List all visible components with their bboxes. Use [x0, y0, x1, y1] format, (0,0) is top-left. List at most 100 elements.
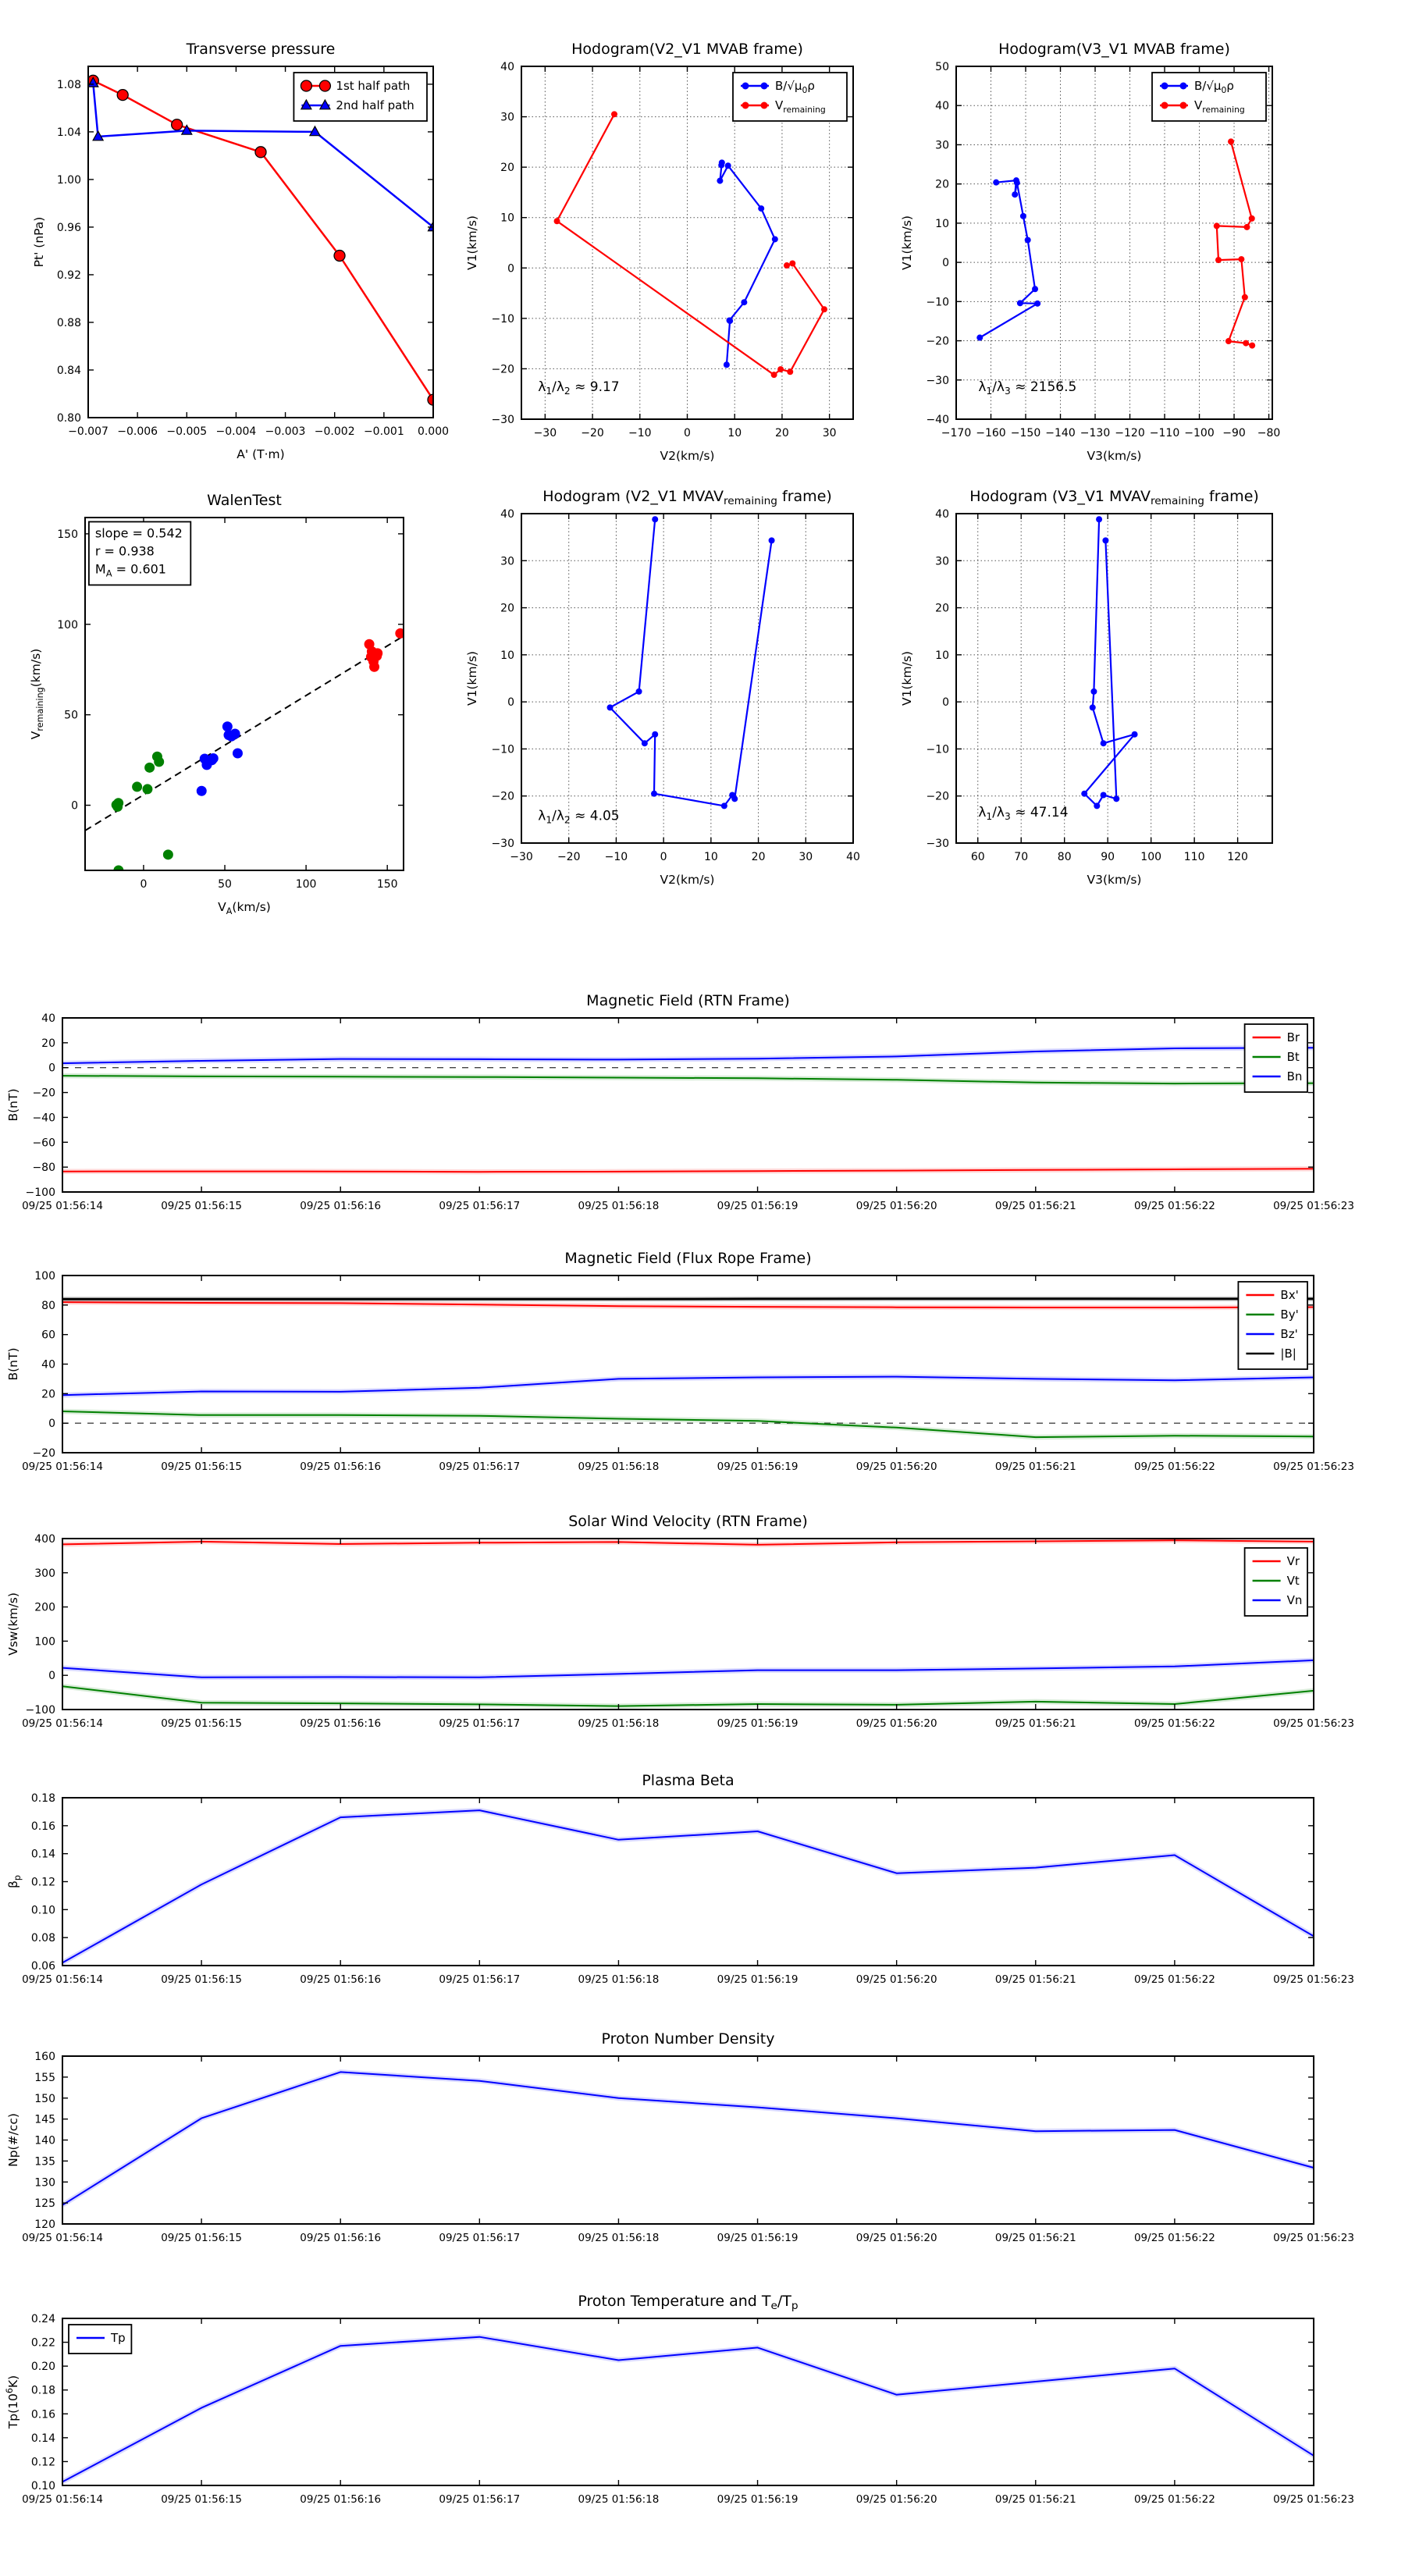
legend-label: 2nd half path: [336, 98, 414, 112]
chart-title: Hodogram(V2_V1 MVAB frame): [571, 41, 803, 58]
series-group: [62, 1296, 1314, 1440]
y-tick-label: 140: [34, 2135, 55, 2147]
x-tick-label: 09/25 01:56:20: [856, 2232, 937, 2244]
y-tick-label: 40: [41, 1012, 55, 1025]
y-axis-label: V1(km/s): [465, 215, 479, 270]
series-group: [62, 2334, 1314, 2485]
series-Bt: [62, 1075, 1314, 1085]
x-tick-label: 09/25 01:56:20: [856, 1717, 937, 1730]
legend-label: Vt: [1287, 1574, 1300, 1588]
x-tick-label: 09/25 01:56:19: [717, 1461, 799, 1473]
y-axis-label: V1(km/s): [900, 651, 914, 706]
x-tick-label: 09/25 01:56:15: [161, 2493, 242, 2506]
y-tick-label: 0.22: [31, 2337, 55, 2350]
y-tick-label: 0.14: [31, 2432, 55, 2445]
legend-label: Bx': [1280, 1288, 1298, 1302]
y-tick-label: −20: [32, 1447, 55, 1460]
x-tick-label: 09/25 01:56:17: [439, 1717, 520, 1730]
y-tick-label: 0.20: [31, 2361, 55, 2373]
x-tick-label: 09/25 01:56:20: [856, 2493, 937, 2506]
y-tick-label: 120: [34, 2218, 55, 2231]
y-tick-label: 155: [34, 2072, 55, 2084]
x-tick-label: −20: [581, 427, 604, 439]
y-tick-label: 60: [41, 1329, 55, 1342]
y-tick-label: 135: [34, 2155, 55, 2168]
y-axis-label: Vsw(km/s): [6, 1592, 20, 1656]
series-|B|: [62, 1297, 1314, 1300]
x-tick-label: 09/25 01:56:21: [995, 2232, 1076, 2244]
plot-magnetic-field-flux-rope: 09/25 01:56:14 09/25 01:56:15 09/25 01:56:…: [6, 1250, 1354, 1473]
series-group: [553, 111, 827, 379]
y-tick-label: 0.80: [57, 412, 81, 425]
y-tick-label: 0.14: [31, 1848, 55, 1861]
y-axis-label: Tp(106K): [5, 2375, 20, 2429]
x-tick-label: 09/25 01:56:15: [161, 1973, 242, 1986]
x-tick-label: 09/25 01:56:19: [717, 2232, 799, 2244]
x-tick-label: −20: [557, 851, 581, 863]
x-tick-label: 09/25 01:56:14: [22, 1461, 103, 1473]
x-axis-label: V3(km/s): [1087, 873, 1142, 887]
y-tick-label: 1.08: [57, 79, 81, 91]
x-tick-label: 09/25 01:56:19: [717, 1717, 799, 1730]
x-tick-label: 09/25 01:56:17: [439, 1461, 520, 1473]
chart-title: Solar Wind Velocity (RTN Frame): [568, 1513, 808, 1530]
y-tick-label: −20: [32, 1087, 55, 1100]
x-tick-label: −0.007: [68, 425, 108, 438]
x-tick-label: 09/25 01:56:14: [22, 1200, 103, 1212]
x-tick-label: −0.002: [315, 425, 355, 438]
x-tick-label: 09/25 01:56:17: [439, 1200, 520, 1212]
x-tick-label: 10: [727, 427, 742, 439]
series-fit line: [84, 636, 403, 831]
series-group: [606, 516, 775, 809]
chart-proton-temperature: 09/25 01:56:14 09/25 01:56:15 09/25 01:56:…: [5, 2293, 1354, 2506]
y-tick-label: 150: [57, 528, 78, 541]
y-tick-label: 30: [935, 139, 949, 151]
x-tick-label: 0: [140, 878, 147, 891]
y-tick-label: 0: [48, 1418, 55, 1430]
y-tick-label: 0: [71, 800, 78, 813]
y-tick-label: 10: [500, 649, 514, 662]
y-axis-label: Np(#/cc): [6, 2113, 20, 2167]
chart-magnetic-field-rtn: 09/25 01:56:14 09/25 01:56:15 09/25 01:56:…: [6, 992, 1354, 1212]
x-tick-label: 30: [799, 851, 813, 863]
series-group: [62, 1044, 1314, 1175]
plot-hodogram-v2v1-mvab: −30 −20 −10 0 10 20 30 −30 −20 −10 0 10 20 30 40 Hodogr…: [465, 41, 854, 463]
x-tick-label: 09/25 01:56:15: [161, 2232, 242, 2244]
y-tick-label: 20: [935, 603, 949, 615]
x-tick-label: −90: [1222, 427, 1246, 439]
x-tick-label: 09/25 01:56:23: [1273, 1200, 1354, 1212]
y-tick-label: 0.12: [31, 2456, 55, 2468]
chart-hodogram-v3v1-mvab: −170 −160 −150 −140 −130 −120 −110 −100 −90 −80 −4…: [900, 41, 1280, 463]
y-tick-label: −30: [926, 375, 949, 387]
annotation: λ1/λ2 ≈ 9.17: [538, 379, 619, 397]
y-tick-label: 100: [34, 1270, 55, 1283]
legend-label: Br: [1287, 1030, 1300, 1044]
y-tick-label: 0: [942, 696, 949, 709]
x-tick-label: −80: [1257, 427, 1281, 439]
series-Vr: [62, 1539, 1314, 1546]
x-axis-label: V2(km/s): [660, 873, 715, 887]
x-tick-label: −160: [976, 427, 1005, 439]
x-tick-label: 09/25 01:56:21: [995, 1461, 1076, 1473]
y-tick-label: 400: [34, 1533, 55, 1546]
legend-label: Vremaining: [775, 98, 826, 115]
x-tick-label: 09/25 01:56:15: [161, 1461, 242, 1473]
x-axis-label: V2(km/s): [660, 449, 715, 463]
plot-plasma-beta: 09/25 01:56:14 09/25 01:56:15 09/25 01:56:…: [6, 1772, 1354, 1986]
series-V remaining: [1215, 141, 1253, 347]
chart-title: Proton Number Density: [602, 2030, 775, 2048]
x-tick-label: 50: [218, 878, 232, 891]
x-tick-label: 40: [846, 851, 860, 863]
y-tick-label: 0.10: [31, 1904, 55, 1916]
x-tick-label: 10: [704, 851, 718, 863]
y-tick-label: 20: [41, 1388, 55, 1400]
plot-magnetic-field-rtn: 09/25 01:56:14 09/25 01:56:15 09/25 01:56:…: [6, 992, 1354, 1212]
series-group: [62, 1538, 1314, 1709]
x-tick-label: 09/25 01:56:21: [995, 2493, 1076, 2506]
y-tick-label: 100: [34, 1635, 55, 1648]
x-tick-label: −110: [1150, 427, 1179, 439]
y-tick-label: 40: [500, 508, 514, 521]
y-tick-label: −20: [491, 791, 514, 803]
y-tick-label: 20: [41, 1037, 55, 1050]
y-tick-label: 145: [34, 2114, 55, 2126]
